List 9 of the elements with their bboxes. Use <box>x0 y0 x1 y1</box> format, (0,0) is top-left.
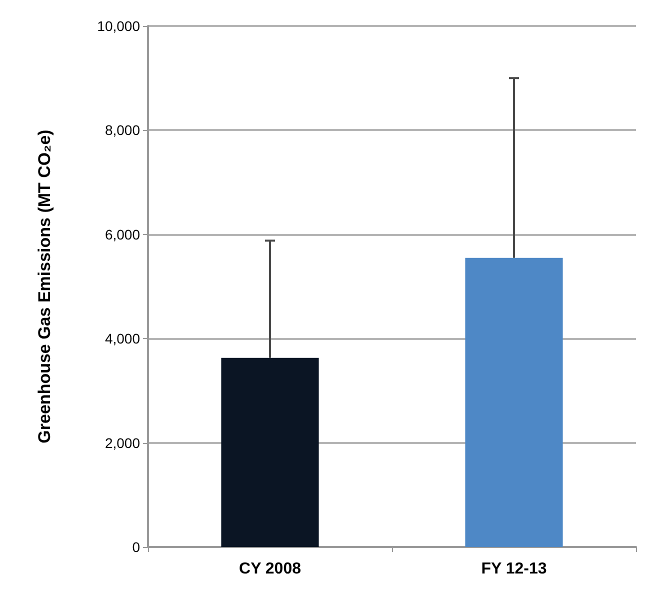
x-tick-label: FY 12-13 <box>481 560 547 578</box>
y-tick-label: 4,000 <box>104 330 140 347</box>
y-tick-label: 10,000 <box>97 18 140 34</box>
y-tick-label: 2,000 <box>104 434 140 451</box>
y-axis-title: Greenhouse Gas Emissions (MT CO₂e) <box>35 130 54 444</box>
y-tick-label: 6,000 <box>104 226 140 242</box>
y-tick-label: 8,000 <box>104 122 140 138</box>
y-tick-label: 0 <box>132 539 140 555</box>
x-tick-label: CY 2008 <box>239 560 302 578</box>
